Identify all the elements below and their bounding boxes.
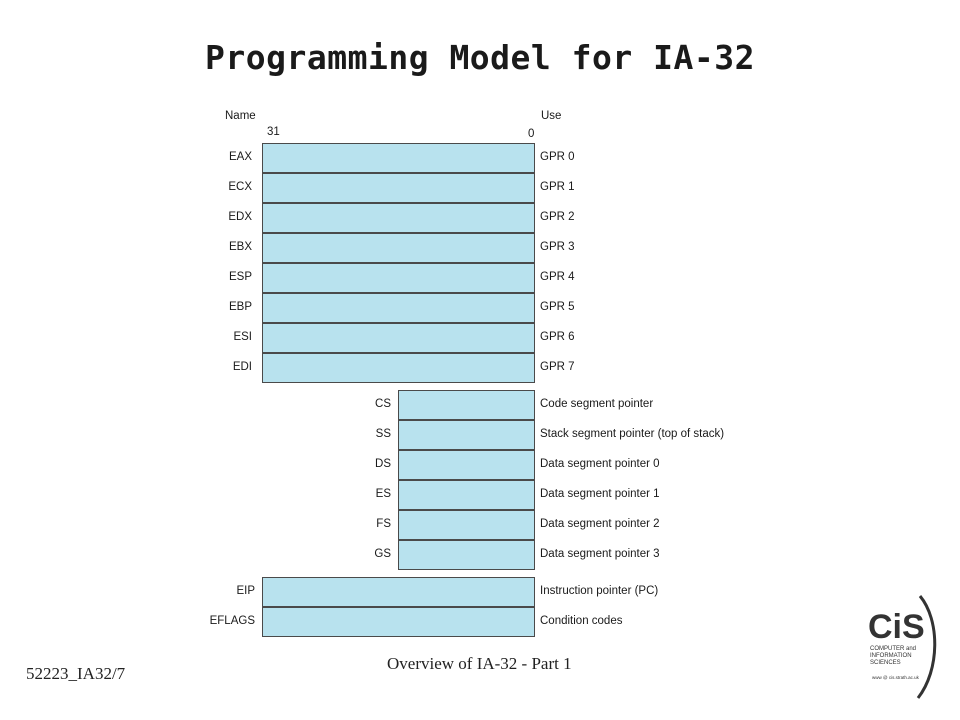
svg-text:INFORMATION: INFORMATION	[870, 653, 912, 659]
register-use: Data segment pointer 1	[540, 488, 660, 500]
register-name: ES	[375, 488, 391, 500]
register-name: EBX	[228, 241, 252, 253]
register-use: Condition codes	[540, 615, 623, 627]
register-use: GPR 2	[540, 211, 575, 223]
register-use: GPR 4	[540, 271, 575, 283]
slide-title: Programming Model for IA-32	[205, 38, 755, 77]
header-name: Name	[225, 110, 256, 122]
register-use: GPR 3	[540, 241, 575, 253]
register-use: GPR 0	[540, 151, 575, 163]
register-box	[262, 323, 535, 353]
svg-text:COMPUTER and: COMPUTER and	[870, 646, 916, 652]
bit-low-label: 0	[528, 128, 535, 140]
register-name: EIP	[236, 585, 255, 597]
logo-text: CiS	[868, 608, 925, 646]
register-use: Data segment pointer 0	[540, 458, 660, 470]
register-use: GPR 7	[540, 361, 575, 373]
register-box	[262, 607, 535, 637]
register-use: GPR 5	[540, 301, 575, 313]
register-box	[398, 510, 535, 540]
slide-id: 52223_IA32/7	[26, 664, 126, 683]
register-box	[398, 390, 535, 420]
register-name: EAX	[228, 151, 252, 163]
register-name: ESP	[228, 271, 252, 283]
register-name: ESI	[233, 331, 252, 343]
register-name: ECX	[228, 181, 252, 193]
register-name: EDX	[228, 211, 252, 223]
register-use: Stack segment pointer (top of stack)	[540, 428, 725, 440]
register-box	[398, 420, 535, 450]
register-name: DS	[375, 458, 391, 470]
register-box	[262, 203, 535, 233]
register-box	[262, 233, 535, 263]
bit-high-label: 31	[267, 126, 280, 138]
register-name: EBP	[228, 301, 252, 313]
register-name: FS	[376, 518, 391, 530]
register-use: Data segment pointer 3	[540, 548, 660, 560]
register-box	[398, 450, 535, 480]
logo-url: www @ cis.strath.ac.uk	[872, 675, 920, 680]
header-use: Use	[541, 110, 562, 122]
register-box	[398, 480, 535, 510]
svg-text:SCIENCES: SCIENCES	[870, 660, 901, 666]
register-box	[262, 577, 535, 607]
register-box	[262, 263, 535, 293]
register-name: EFLAGS	[209, 615, 255, 627]
slide-caption: Overview of IA-32 - Part 1	[387, 654, 572, 673]
register-name: EDI	[232, 361, 252, 373]
register-use: GPR 1	[540, 181, 575, 193]
register-box	[262, 353, 535, 383]
register-box	[262, 143, 535, 173]
cis-logo-icon: CiS COMPUTER and INFORMATION SCIENCES ww…	[862, 590, 938, 702]
register-use: Data segment pointer 2	[540, 518, 660, 530]
register-name: CS	[375, 398, 391, 410]
register-name: SS	[375, 428, 391, 440]
register-box	[262, 173, 535, 203]
register-use: GPR 6	[540, 331, 575, 343]
register-name: GS	[374, 548, 391, 560]
register-box	[398, 540, 535, 570]
register-box	[262, 293, 535, 323]
register-use: Code segment pointer	[540, 398, 654, 410]
register-use: Instruction pointer (PC)	[540, 585, 659, 597]
